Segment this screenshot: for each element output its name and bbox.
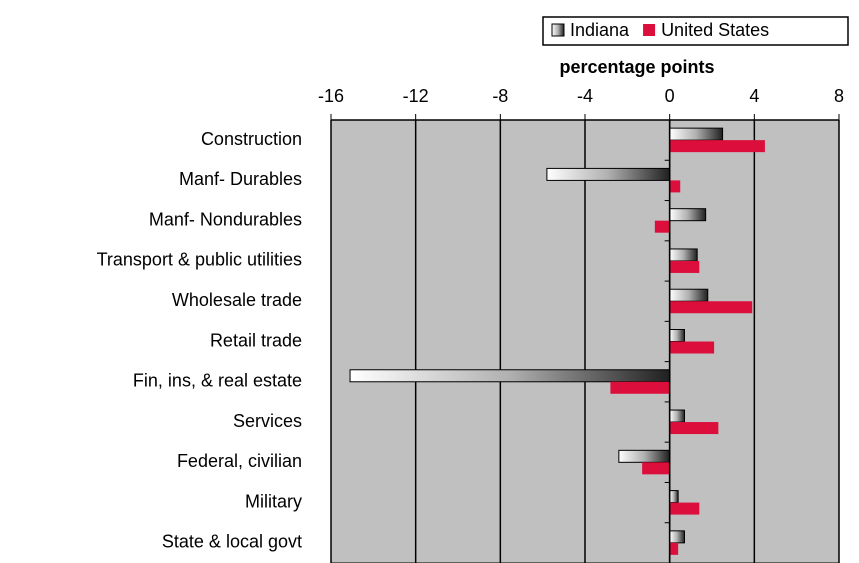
y-tick-label: Federal, civilian xyxy=(177,451,302,471)
bar xyxy=(654,220,670,233)
bar xyxy=(546,167,671,181)
bar xyxy=(669,248,698,262)
legend-label: United States xyxy=(661,20,769,40)
x-tick-label: -16 xyxy=(318,86,344,106)
x-tick-label: 0 xyxy=(665,86,675,106)
x-tick-label: 8 xyxy=(834,86,844,106)
y-tick-label: Wholesale trade xyxy=(172,290,302,310)
bar xyxy=(349,369,671,383)
bar xyxy=(610,381,670,394)
y-tick-label: Retail trade xyxy=(210,330,302,350)
axis-title: percentage points xyxy=(559,57,714,77)
bar xyxy=(642,462,670,475)
y-tick-label: Fin, ins, & real estate xyxy=(133,371,302,391)
x-tick-label: 4 xyxy=(749,86,759,106)
y-tick-label: Military xyxy=(245,491,302,511)
bar xyxy=(669,260,700,273)
y-tick-label: Construction xyxy=(201,129,302,149)
bar xyxy=(669,341,715,354)
bar xyxy=(669,530,685,544)
x-tick-label: -4 xyxy=(577,86,593,106)
legend-box xyxy=(542,16,849,46)
y-tick-label: Transport & public utilities xyxy=(97,250,302,270)
bar xyxy=(669,409,685,423)
bar xyxy=(669,422,719,435)
bar xyxy=(669,301,753,314)
bar xyxy=(669,329,685,342)
bar xyxy=(669,127,724,141)
legend-swatch xyxy=(643,24,656,36)
legend-label: Indiana xyxy=(570,20,630,40)
bar xyxy=(669,140,765,153)
bar xyxy=(669,542,679,555)
y-tick-label: Manf- Durables xyxy=(179,169,302,189)
x-tick-label: -12 xyxy=(403,86,429,106)
bar xyxy=(669,208,707,222)
bar xyxy=(618,449,671,463)
bar xyxy=(669,502,700,515)
y-tick-label: State & local govt xyxy=(162,532,302,552)
bar xyxy=(669,180,681,193)
x-tick-label: -8 xyxy=(492,86,508,106)
bar xyxy=(669,288,709,302)
y-tick-label: Services xyxy=(233,411,302,431)
y-tick-label: Manf- Nondurables xyxy=(149,209,302,229)
legend-swatch xyxy=(551,23,565,37)
bar xyxy=(669,490,679,504)
